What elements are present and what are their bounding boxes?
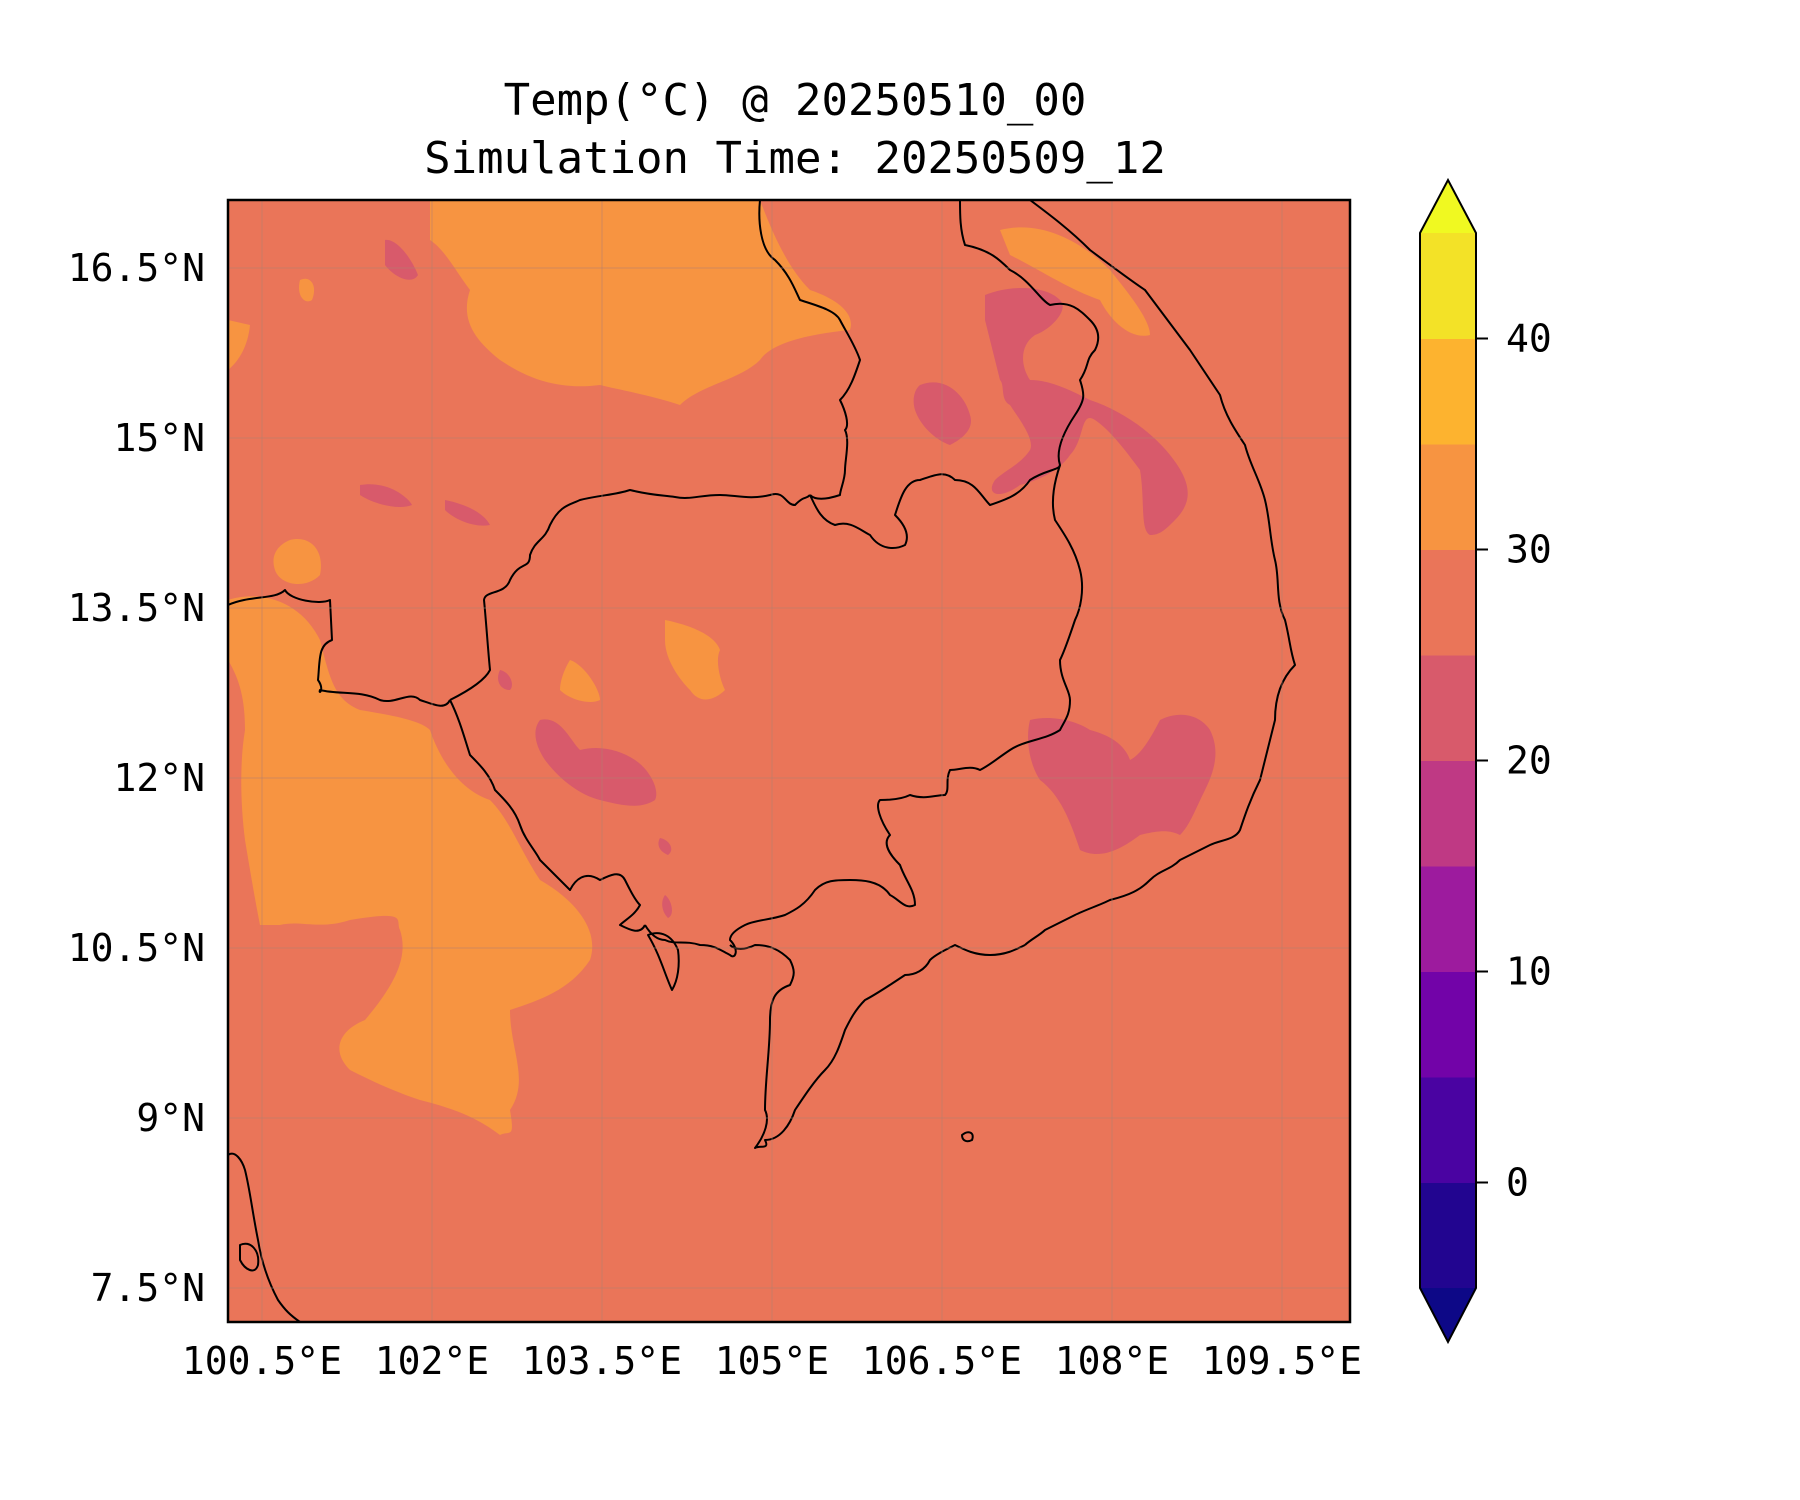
lat-tick-label: 15°N — [113, 416, 205, 460]
contour-30-35-north-laos — [430, 200, 851, 405]
map-frame — [226, 198, 1352, 1324]
lon-tick-label: 105°E — [715, 1339, 829, 1383]
colorbar-tick-labels: 0 10 20 30 40 — [1476, 317, 1552, 1205]
colorbar-segments — [1420, 233, 1476, 1289]
map-panel: 100.5°E 102°E 103.5°E 105°E 106.5°E 108°E 109.… — [68, 198, 1362, 1383]
lat-tick-label: 13.5°N — [68, 586, 205, 630]
coastline-mekong-delta — [729, 944, 1026, 1149]
title-line-2: Simulation Time: 20250509_12 — [424, 133, 1166, 184]
contour-20-25-small-1 — [498, 670, 512, 690]
contour-20-25-small-2 — [658, 838, 672, 918]
longitude-tick-labels: 100.5°E 102°E 103.5°E 105°E 106.5°E 108°E 109.… — [182, 1339, 1362, 1383]
lat-tick-label: 16.5°N — [68, 246, 205, 290]
temperature-contours — [228, 200, 1350, 1322]
latitude-tick-labels: 16.5°N 15°N 13.5°N 12°N 10.5°N 9°N 7.5°N — [68, 246, 205, 1310]
island-con-dao — [961, 1131, 974, 1143]
colorbar-tick-label: 0 — [1506, 1161, 1529, 1205]
lon-tick-label: 108°E — [1055, 1339, 1169, 1383]
colorbar-segment — [1420, 971, 1476, 1078]
lon-tick-label: 106.5°E — [862, 1339, 1022, 1383]
contour-20-25-thailand-ne — [360, 484, 490, 526]
colorbar-segment — [1420, 655, 1476, 761]
colorbar: 0 10 20 30 40 — [1419, 177, 1552, 1345]
contour-20-25-laos-plateau — [985, 288, 1188, 535]
colorbar-tick-label: 10 — [1506, 950, 1552, 994]
contour-30-35-cambodia-north — [665, 620, 725, 700]
lon-tick-label: 103.5°E — [522, 1339, 682, 1383]
colorbar-segment — [1420, 233, 1476, 339]
colorbar-segment — [1420, 1182, 1476, 1289]
border-thailand-laos-cambodia — [228, 589, 451, 707]
colorbar-under-arrow — [1420, 1288, 1476, 1342]
contour-20-25-laos-north — [385, 239, 418, 280]
colorbar-segment — [1420, 549, 1476, 656]
lat-tick-label: 12°N — [113, 756, 205, 800]
border-cambodia-north — [449, 489, 811, 701]
colorbar-segment — [1420, 866, 1476, 972]
contour-20-25-cambodia-southwest — [535, 719, 657, 806]
lat-tick-label: 7.5°N — [91, 1266, 205, 1310]
lon-tick-label: 100.5°E — [182, 1339, 342, 1383]
colorbar-segment — [1420, 760, 1476, 867]
colorbar-tick-label: 30 — [1506, 528, 1552, 572]
colorbar-over-arrow — [1420, 180, 1476, 233]
colorbar-outline — [1419, 177, 1477, 1345]
border-cambodia-vietnam — [644, 464, 1084, 958]
colorbar-segment — [1420, 444, 1476, 550]
contour-30-35-gulf-of-thailand — [228, 539, 593, 1135]
contour-30-35-small-patch — [299, 278, 315, 302]
gridlines — [228, 200, 1350, 1322]
contour-20-25-central-highlands — [1028, 714, 1216, 855]
lat-tick-label: 10.5°N — [68, 926, 205, 970]
colorbar-tick-label: 40 — [1506, 317, 1552, 361]
lat-tick-label: 9°N — [136, 1096, 205, 1140]
coastline-malay-peninsula — [228, 1152, 301, 1322]
colorbar-segment — [1420, 338, 1476, 445]
contour-30-35-cambodia-west — [560, 660, 600, 702]
border-laos-cambodia-east — [809, 200, 1100, 549]
lon-tick-label: 102°E — [375, 1339, 489, 1383]
island-phu-quoc — [647, 932, 680, 991]
chart-title: Temp(°C) @ 20250510_00 Simulation Time: … — [228, 72, 1362, 188]
island-small-south — [239, 1242, 260, 1272]
colorbar-tick-label: 20 — [1506, 739, 1552, 783]
title-line-1: Temp(°C) @ 20250510_00 — [503, 75, 1087, 126]
colorbar-segment — [1420, 1077, 1476, 1183]
lon-tick-label: 109.5°E — [1202, 1339, 1362, 1383]
border-laos-vietnam — [758, 200, 861, 500]
contour-30-35-west-edge — [228, 320, 250, 370]
coastline-vietnam-east — [1024, 200, 1296, 946]
